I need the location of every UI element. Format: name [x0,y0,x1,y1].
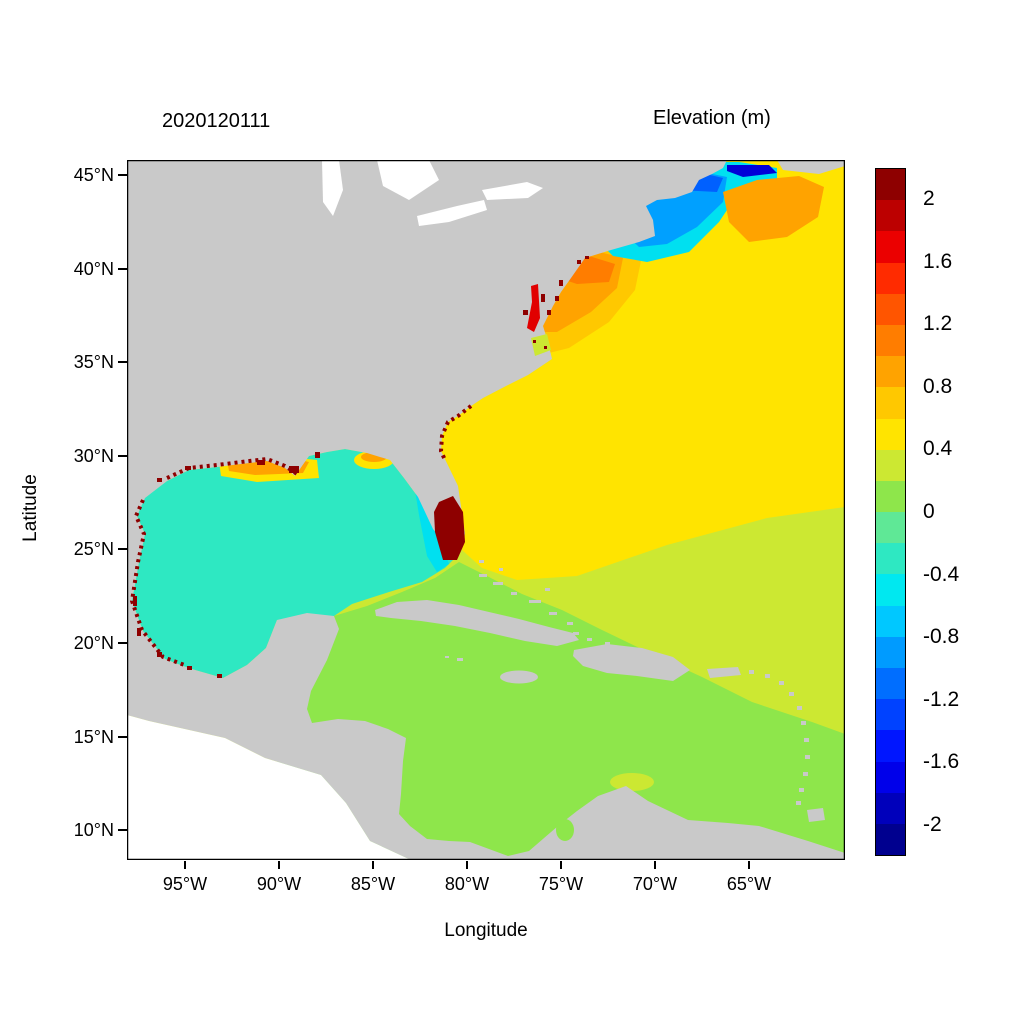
land-nova-scotia-sliver [777,160,845,174]
estuary-maroon-specks [133,256,589,678]
coastal-flood-speckle-strips [129,404,473,668]
colorbar-block [876,200,905,232]
colorbar-block [876,324,905,357]
y-tick-label: 35°N [73,352,114,373]
colorbar-block [876,480,905,513]
pamlico-sound-patch [531,334,551,356]
x-tick-label: 85°W [350,874,396,894]
y-tick-label: 10°N [73,820,114,841]
land-trinidad [807,808,825,822]
colorbar-block [876,169,905,201]
land-puerto-rico [707,667,741,678]
land-cuba [375,600,579,646]
x-tick-label: 65°W [726,874,772,894]
colorbar-block [876,231,905,263]
colorbar-block [876,761,905,793]
land-hispaniola [573,644,690,681]
colorbar-block [876,356,905,388]
y-tick-mark [118,174,127,176]
x-tick-mark [466,861,468,869]
x-tick-mark [278,861,280,869]
lesser-antilles-islands [749,670,810,805]
colorbar-block [876,262,905,294]
lake-huron [377,160,439,200]
colorbar-block [876,512,905,544]
y-tick-mark [118,548,127,551]
colorbar-tick-label: -1.2 [923,687,960,711]
y-tick-mark [118,642,127,644]
cayman-islands [445,656,463,661]
colorbar-block [876,636,905,668]
colorbar-tick-label: 0 [923,500,935,523]
y-tick-label: 40°N [73,258,114,279]
colorbar-tick-label: 2 [923,187,935,211]
bay-of-fundy-navy-sliver [727,165,777,177]
y-tick-label: 45°N [73,165,114,185]
colorbar-block [876,823,905,856]
y-tick-label: 20°N [73,633,114,653]
colorbar-tick-label: 0.8 [923,374,953,398]
colorbar-block [876,605,905,637]
x-tick-label: 80°W [444,874,490,894]
ocean-region-green-caribbean [277,562,845,860]
colorbar-tick-label: 1.6 [923,249,953,273]
colorbar-tick-label: -0.8 [923,625,960,649]
y-tick-label: 25°N [73,539,114,560]
pacific-no-data-white [127,715,411,860]
scotian-shelf-orange-patch [723,176,824,242]
south-florida-maroon-blob [434,496,465,560]
plot-border [127,160,845,860]
colorbar-block [876,387,905,419]
colorbar-tick-label: 0.4 [923,437,953,461]
y-axis-title: Latitude [20,474,41,542]
chesapeake-red-patch [527,284,540,332]
colorbar-tick-label: -0.4 [923,562,960,586]
venezuela-offshore-yellowgreen-patch [610,773,654,791]
y-tick-mark [118,267,127,270]
colorbar [875,168,906,856]
colorbar-block [876,699,905,731]
x-tick-label: 70°W [632,874,678,894]
x-tick-label: 95°W [162,874,208,894]
x-tick-mark [654,861,656,869]
lake-maracaibo-green [556,819,574,841]
x-axis-title: Longitude [444,920,528,941]
x-tick-label: 75°W [538,874,584,894]
ocean-region-yellow-atlantic [441,160,845,580]
colorbar-tick-label: -2 [923,812,942,836]
y-tick-label: 15°N [73,726,114,747]
ocean-region-turquoise-gulf [132,449,457,678]
land-jamaica [500,670,538,684]
colorbar-block [876,730,905,762]
x-tick-mark [372,861,374,869]
x-tick-mark [748,861,750,869]
lake-erie [417,200,487,226]
bahamas-islands [479,560,610,645]
colorbar-block [876,293,905,325]
colorbar-block [876,449,905,481]
colorbar-tick-label: 1.2 [923,312,953,336]
y-tick-mark [118,454,127,457]
colorbar-block [876,792,905,824]
y-tick-label: 30°N [73,445,114,466]
land-north-central-south-america [127,160,845,860]
y-tick-mark [118,735,127,738]
x-tick-label: 90°W [256,874,302,894]
y-tick-mark [118,829,127,832]
lake-ontario [482,182,543,200]
colorbar-tick-label: -1.6 [923,750,960,774]
colorbar-block [876,668,905,700]
lake-michigan [322,160,343,216]
y-tick-mark [118,361,127,364]
colorbar-block [876,418,905,450]
map-svg [127,160,845,860]
colorbar-title: Elevation (m) [653,107,771,129]
map-plot-area [127,160,845,860]
colorbar-block [876,574,905,606]
x-tick-mark [184,861,186,869]
x-tick-mark [560,861,562,869]
timestamp-title: 2020120111 [162,110,271,132]
colorbar-block [876,543,905,575]
